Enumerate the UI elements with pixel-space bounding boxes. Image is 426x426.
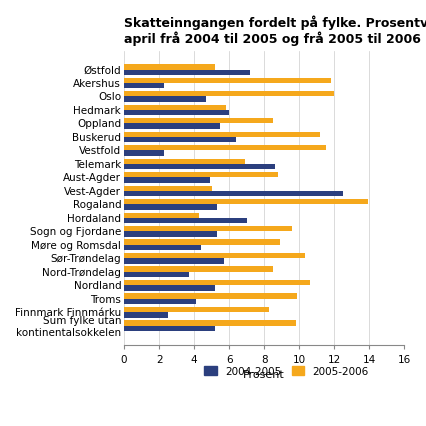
Bar (124, 321, 296, 326)
Bar (124, 159, 245, 164)
Bar (124, 199, 368, 205)
Bar (124, 111, 229, 116)
Bar (124, 267, 273, 272)
Bar (124, 213, 199, 219)
Bar (124, 307, 270, 313)
Bar (124, 272, 189, 278)
Bar (124, 326, 215, 331)
Bar (124, 119, 273, 124)
Bar (124, 78, 331, 84)
Bar (124, 245, 201, 250)
Bar (124, 259, 224, 264)
X-axis label: Prosent: Prosent (243, 369, 285, 379)
Bar (124, 146, 325, 151)
Bar (124, 70, 250, 76)
Bar (124, 132, 320, 138)
Bar (124, 219, 247, 224)
Bar (124, 299, 196, 305)
Bar (124, 151, 164, 156)
Bar (124, 97, 206, 103)
Bar (124, 124, 220, 130)
Bar (124, 240, 280, 245)
Bar (124, 164, 275, 170)
Bar (124, 84, 164, 89)
Bar (124, 191, 343, 197)
Bar (124, 227, 292, 232)
Bar (124, 65, 215, 70)
Bar (124, 253, 305, 259)
Bar (124, 178, 210, 184)
Bar (124, 186, 212, 191)
Bar (124, 173, 278, 178)
Legend: 2004-2005, 2005-2006: 2004-2005, 2005-2006 (200, 362, 373, 380)
Bar (124, 205, 217, 210)
Bar (124, 286, 215, 291)
Bar (124, 105, 226, 111)
Bar (124, 92, 334, 97)
Bar (124, 280, 310, 286)
Bar (124, 313, 168, 318)
Text: Skatteinngangen fordelt på fylke. Prosentvis endring januar-
april frå 2004 til : Skatteinngangen fordelt på fylke. Prosen… (124, 15, 426, 46)
Bar (124, 294, 297, 299)
Bar (124, 138, 236, 143)
Bar (124, 232, 217, 237)
